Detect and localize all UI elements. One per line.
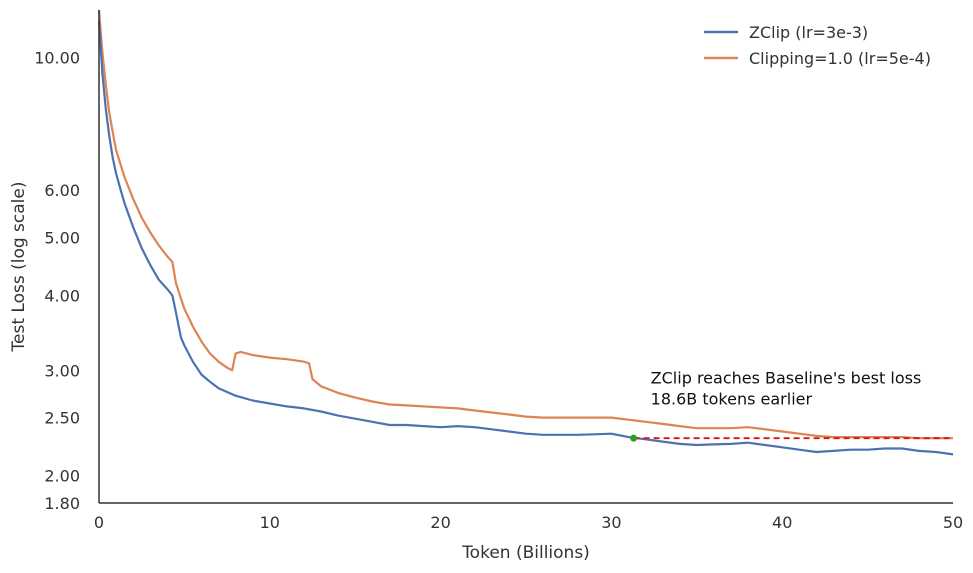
series-layer <box>97 9 954 456</box>
series-line-clipping <box>97 9 953 440</box>
legend-label-zclip: ZClip (lr=3e-3) <box>749 23 868 42</box>
y-tick-label: 3.00 <box>44 361 80 380</box>
y-tick-labels: 1.80 2.00 2.50 3.00 4.00 5.00 6.00 10.00 <box>34 48 80 513</box>
y-tick-label: 4.00 <box>44 286 80 305</box>
annotation-line-2: 18.6B tokens earlier <box>651 390 813 409</box>
x-tick-label: 40 <box>772 513 792 532</box>
legend-label-clipping: Clipping=1.0 (lr=5e-4) <box>749 49 931 68</box>
legend: ZClip (lr=3e-3) Clipping=1.0 (lr=5e-4) <box>704 23 931 68</box>
x-tick-label: 30 <box>601 513 621 532</box>
y-tick-label: 6.00 <box>44 181 80 200</box>
x-axis-label: Token (Billions) <box>461 543 590 563</box>
y-tick-label: 2.50 <box>44 409 80 428</box>
y-axis-label: Test Loss (log scale) <box>9 182 29 353</box>
x-tick-labels: 0 10 20 30 40 50 <box>94 513 963 532</box>
x-tick-label: 0 <box>94 513 104 532</box>
y-tick-label: 10.00 <box>34 48 80 67</box>
annotation-line-1: ZClip reaches Baseline's best loss <box>651 369 922 388</box>
x-tick-label: 50 <box>943 513 963 532</box>
x-tick-label: 10 <box>260 513 280 532</box>
y-tick-label: 2.00 <box>44 467 80 486</box>
series-line-zclip <box>97 21 954 456</box>
x-tick-label: 20 <box>430 513 450 532</box>
y-tick-label: 5.00 <box>44 229 80 248</box>
y-tick-label: 1.80 <box>44 494 80 513</box>
crossover-marker <box>630 434 638 442</box>
